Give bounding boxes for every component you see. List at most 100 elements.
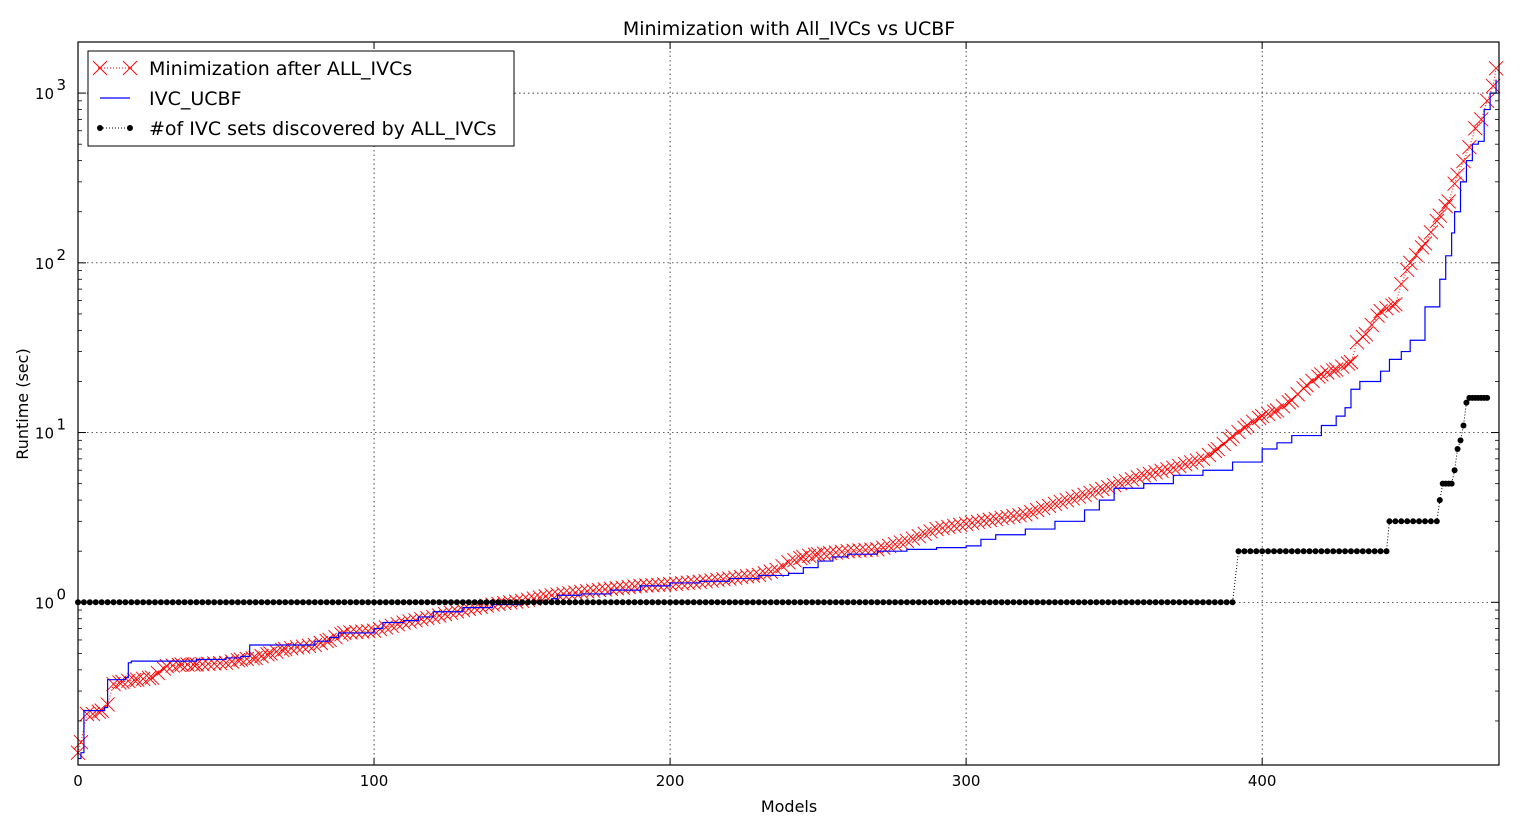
ivc-count-point — [1051, 599, 1058, 606]
minimization-point — [135, 671, 151, 687]
ivc-count-point — [459, 599, 466, 606]
minimization-point — [1364, 317, 1380, 333]
minimization-point — [289, 640, 305, 655]
ivc-count-point — [1199, 599, 1206, 606]
ivc-count-point — [1022, 599, 1029, 606]
ivc-count-point — [1134, 599, 1141, 606]
minimization-point — [579, 584, 595, 599]
ivc-count-point — [430, 599, 437, 606]
ivc-count-point — [1087, 599, 1094, 606]
minimization-point — [1012, 507, 1027, 523]
minimization-point — [1130, 469, 1146, 485]
ivc-count-point — [258, 599, 265, 606]
ivc-count-point — [1271, 548, 1278, 555]
minimization-point — [1166, 460, 1181, 476]
ivc-count-point — [1347, 548, 1354, 555]
ivc-count-point — [181, 599, 188, 606]
ivc-count-point — [1463, 399, 1470, 406]
minimization-point — [793, 550, 808, 566]
ivc-count-point — [305, 599, 312, 606]
ucbf-series-line — [78, 79, 1497, 760]
ivc-count-point — [1040, 599, 1047, 606]
minimization-point — [233, 652, 249, 667]
minimization-point — [1269, 403, 1285, 418]
minimization-point — [1414, 240, 1430, 255]
ivc-count-point — [140, 599, 147, 606]
minimization-point — [1358, 326, 1374, 342]
ivc-count-point — [726, 599, 733, 606]
ivc-count-point — [767, 599, 774, 606]
ivc-count-point — [560, 599, 567, 606]
ivc-count-point — [714, 599, 721, 606]
ivc-count-point — [353, 599, 360, 606]
ivc-count-point — [146, 599, 153, 606]
minimization-point — [1393, 276, 1409, 292]
minimization-point — [121, 673, 136, 689]
minimization-point — [1266, 404, 1282, 419]
ivc-count-point — [844, 599, 851, 606]
minimization-point — [1047, 496, 1063, 512]
ivc-count-point — [601, 599, 608, 606]
ivc-count-point — [1265, 548, 1272, 555]
ivc-count-point — [1324, 548, 1331, 555]
minimization-point — [1408, 247, 1424, 263]
ivc-count-point — [110, 599, 117, 606]
minimization-point — [224, 654, 240, 669]
minimization-point — [437, 606, 453, 622]
ivc-count-point — [1069, 599, 1076, 606]
x-tick-label: 300 — [952, 772, 981, 790]
ivc-count-point — [631, 599, 638, 606]
minimization-point — [1402, 255, 1418, 271]
ivc-count-point — [785, 599, 792, 606]
minimization-point — [1399, 262, 1415, 278]
minimization-point — [348, 624, 364, 640]
minimization-point — [807, 547, 823, 563]
ivc-count-point — [1288, 548, 1295, 555]
minimization-point — [1160, 461, 1175, 477]
ivc-count-point — [1099, 599, 1106, 606]
ivc-count-point — [1028, 599, 1035, 606]
ivc-count-point — [1182, 599, 1189, 606]
minimization-point — [858, 542, 873, 558]
ivc-count-point — [974, 599, 981, 606]
minimization-point — [245, 650, 260, 666]
minimization-point — [1142, 466, 1157, 482]
ivc-count-point — [637, 599, 644, 606]
y-tick-label: 10 — [35, 255, 54, 273]
minimization-point — [1432, 208, 1448, 223]
minimization-point — [1456, 153, 1471, 169]
x-axis-label: Models — [761, 797, 817, 816]
ivc-count-point — [1484, 394, 1491, 401]
ivc-count-point — [1075, 599, 1082, 606]
minimization-point — [212, 655, 228, 671]
minimization-point — [1065, 491, 1081, 506]
ivc-count-point — [773, 599, 780, 606]
ivc-count-point — [347, 599, 354, 606]
ivc-count-point — [596, 599, 603, 606]
minimization-point — [1124, 471, 1140, 487]
minimization-point — [1299, 377, 1314, 393]
minimization-point — [1216, 436, 1231, 452]
minimization-point — [852, 543, 867, 558]
ivc-count-point — [684, 599, 691, 606]
ivc-count-point — [530, 599, 537, 606]
ivc-count-point — [1194, 599, 1201, 606]
minimization-point — [1388, 296, 1403, 312]
minimization-point — [710, 572, 725, 588]
ivc-count-point — [1034, 599, 1041, 606]
minimization-point — [150, 665, 166, 681]
minimization-point — [1023, 504, 1039, 520]
y-tick-label: 10 — [35, 425, 54, 443]
ivc-count-point — [412, 599, 419, 606]
ivc-count-point — [1454, 446, 1461, 453]
ivc-count-point — [299, 599, 306, 606]
ivc-count-point — [1259, 548, 1266, 555]
minimization-point — [1183, 455, 1199, 470]
minimization-point — [313, 635, 329, 651]
ivc-count-point — [1427, 518, 1434, 525]
ivc-count-point — [501, 599, 508, 606]
minimization-point — [573, 584, 589, 600]
minimization-point — [615, 580, 631, 595]
minimization-point — [141, 670, 157, 686]
